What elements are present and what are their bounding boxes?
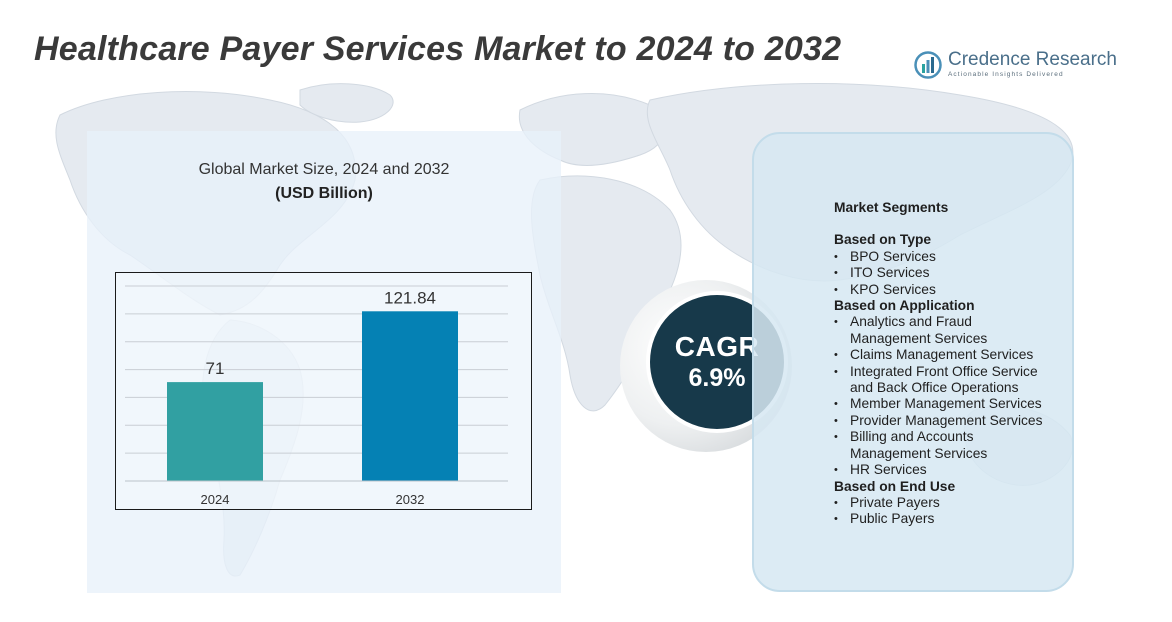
bar-2032 <box>362 311 458 481</box>
segment-group-list: Private Payers Public Payers <box>834 495 1074 528</box>
bar-chart-logo-icon <box>914 50 942 79</box>
segment-item: Private Payers <box>834 495 1074 512</box>
segment-item: ITO Services <box>834 265 1074 282</box>
segment-item: Public Payers <box>834 511 1074 528</box>
segment-group-list: BPO Services ITO Services KPO Services <box>834 249 1074 299</box>
x-tick-label: 2032 <box>396 492 425 507</box>
segments-heading: Market Segments <box>834 200 949 215</box>
segment-group-title: Based on Application <box>834 298 975 314</box>
x-tick-label: 2024 <box>201 492 230 507</box>
bar-2024 <box>167 382 263 481</box>
segments-list: Market Segments Based on Type BPO Servic… <box>834 200 1074 528</box>
segment-group-title: Based on End Use <box>834 478 956 494</box>
segment-item: HR Services <box>834 462 1074 479</box>
brand-tagline: Actionable Insights Delivered <box>948 71 1064 78</box>
brand-name: Credence Research <box>948 49 1117 70</box>
segment-group-title: Based on Type <box>834 232 932 248</box>
data-label: 121.84 <box>384 288 436 307</box>
segment-item: KPO Services <box>834 282 1074 299</box>
chart-title: Global Market Size, 2024 and 2032 <box>198 161 450 178</box>
segment-item: Member Management Services <box>834 396 1074 413</box>
segment-item: BPO Services <box>834 249 1074 266</box>
chart-panel <box>87 131 561 593</box>
chart-subtitle: (USD Billion) <box>275 185 373 202</box>
brand-logo: Credence Research Actionable Insights De… <box>914 50 1117 79</box>
page-title: Healthcare Payer Services Market to 2024… <box>34 30 842 68</box>
segment-item: Claims Management Services <box>834 347 1074 364</box>
cagr-value: 6.9% <box>688 364 746 392</box>
bar-chart: 71 2024 121.84 2032 <box>115 272 532 510</box>
data-label: 71 <box>206 359 225 378</box>
cagr-label: CAGR <box>674 331 760 362</box>
segment-item: Provider Management Services <box>834 413 1074 430</box>
